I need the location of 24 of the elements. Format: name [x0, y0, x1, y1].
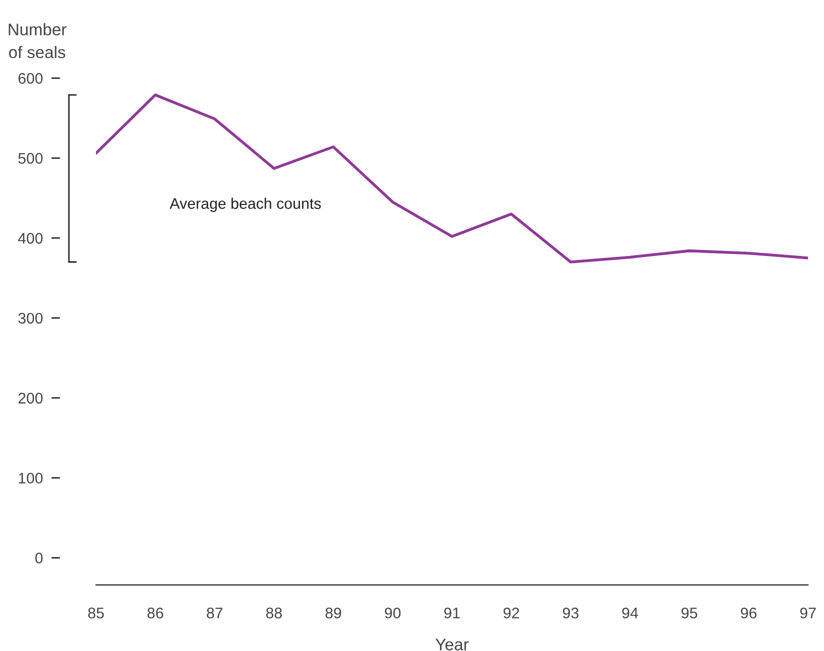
- y-tick-label: 300: [18, 312, 43, 324]
- x-tick-label: 95: [682, 608, 698, 618]
- x-tick-label: 86: [148, 608, 164, 618]
- y-axis-title: Number of seals: [8, 23, 66, 58]
- x-tick-label: 90: [384, 608, 401, 618]
- x-tick-label: 93: [562, 608, 578, 618]
- y-tick-label: 400: [18, 232, 43, 244]
- x-tick-label: 88: [266, 608, 282, 618]
- x-tick-label: 87: [206, 608, 222, 618]
- y-tick-label: 600: [18, 72, 43, 84]
- x-axis-title: Year: [436, 638, 469, 650]
- x-tick-label: 94: [622, 608, 638, 618]
- x-tick-label: 85: [88, 608, 104, 618]
- y-tick-label: 100: [18, 472, 43, 484]
- y-tick-label: 500: [18, 152, 43, 164]
- x-tick-label: 91: [444, 608, 460, 618]
- line-series: [96, 94, 808, 264]
- y-tick-label: 200: [18, 392, 43, 404]
- annotation: Average beach counts: [170, 198, 321, 212]
- x-tick-label: 97: [800, 608, 816, 618]
- x-tick-label: 92: [504, 608, 520, 618]
- x-tick-label: 89: [326, 608, 342, 618]
- x-tick-label: 96: [740, 608, 757, 618]
- y-tick-label: 0: [35, 552, 43, 564]
